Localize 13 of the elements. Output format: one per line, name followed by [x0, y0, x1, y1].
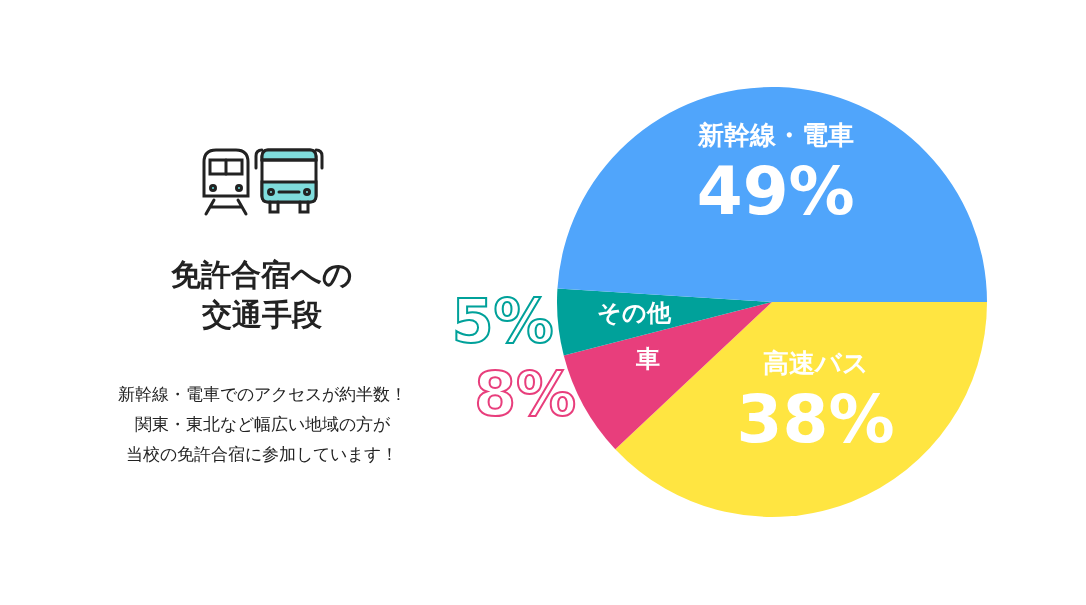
- slice-label: 車: [635, 344, 661, 373]
- pie-slice: [557, 87, 987, 302]
- slice-label: 新幹線・電車: [696, 119, 854, 150]
- text: 関東・東北など幅広い地域の方が: [134, 414, 391, 434]
- text: 当校の免許合宿に参加しています！: [126, 444, 398, 464]
- data-label: 38%: [736, 380, 895, 458]
- data-label: 8%: [474, 359, 577, 430]
- slice-label: 高速バス: [762, 347, 869, 378]
- text: 免許合宿への交通手段: [171, 257, 353, 332]
- text: 新幹線・電車でのアクセスが約半数！: [117, 384, 407, 404]
- data-label: 49%: [696, 152, 855, 230]
- data-label: 5%: [451, 285, 554, 356]
- slice-label: その他: [597, 299, 673, 328]
